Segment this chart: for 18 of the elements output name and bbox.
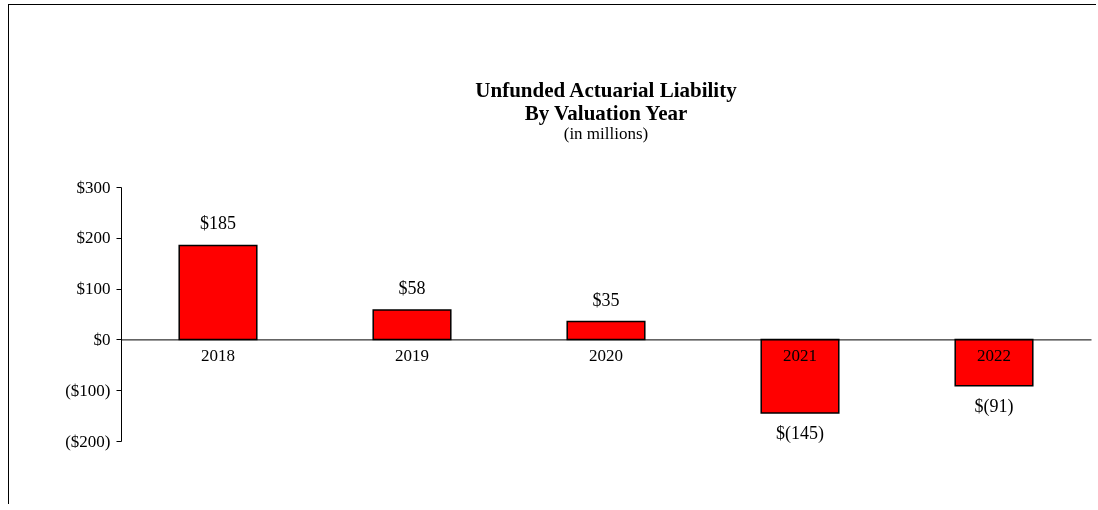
chart-subtitle: (in millions) — [563, 124, 649, 143]
y-tick-label: $100 — [76, 279, 111, 299]
data-label: $185 — [200, 213, 236, 234]
y-tick-label: $300 — [76, 177, 111, 197]
x-tick-label: 2021 — [783, 345, 817, 365]
y-tick-label: $0 — [93, 329, 111, 349]
x-tick-label: 2022 — [977, 345, 1011, 365]
y-tick-label: $200 — [76, 228, 111, 248]
x-tick-label: 2019 — [395, 345, 429, 365]
data-label: $58 — [398, 277, 426, 298]
x-tick-label: 2020 — [589, 345, 623, 365]
data-label: $35 — [592, 289, 620, 310]
y-tick-label: ($100) — [65, 380, 111, 400]
chart-title: Unfunded Actuarial Liability By Valuation Year — [475, 78, 738, 125]
data-label: $(145) — [776, 423, 824, 445]
y-tick-label: ($200) — [65, 431, 111, 451]
x-tick-label: 2018 — [201, 345, 235, 365]
data-label: $(91) — [974, 395, 1014, 417]
